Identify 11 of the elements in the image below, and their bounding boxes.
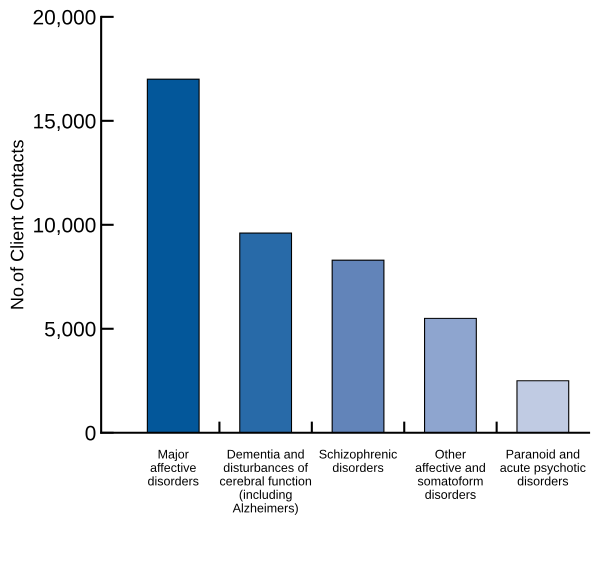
- y-tick-label: 20,000: [34, 10, 96, 28]
- y-tick-label: 0: [86, 426, 96, 440]
- y-tick-label: 15,000: [34, 114, 96, 132]
- x-tick-label: Schizophrenic disorders: [319, 449, 397, 472]
- y-tick-label: 10,000: [34, 218, 96, 236]
- x-tick-label: Other affective and somatoform disorders: [416, 449, 485, 499]
- x-tick-label: Dementia and disturbances of cerebral function (including Alzheimers): [220, 449, 312, 515]
- y-axis-title: No.of Client Contacts: [10, 140, 24, 309]
- x-tick-label: Paranoid and acute psychotic disorders: [500, 449, 586, 486]
- y-tick-label: 5,000: [44, 322, 96, 339]
- x-tick-label: Major affective disorders: [148, 449, 198, 486]
